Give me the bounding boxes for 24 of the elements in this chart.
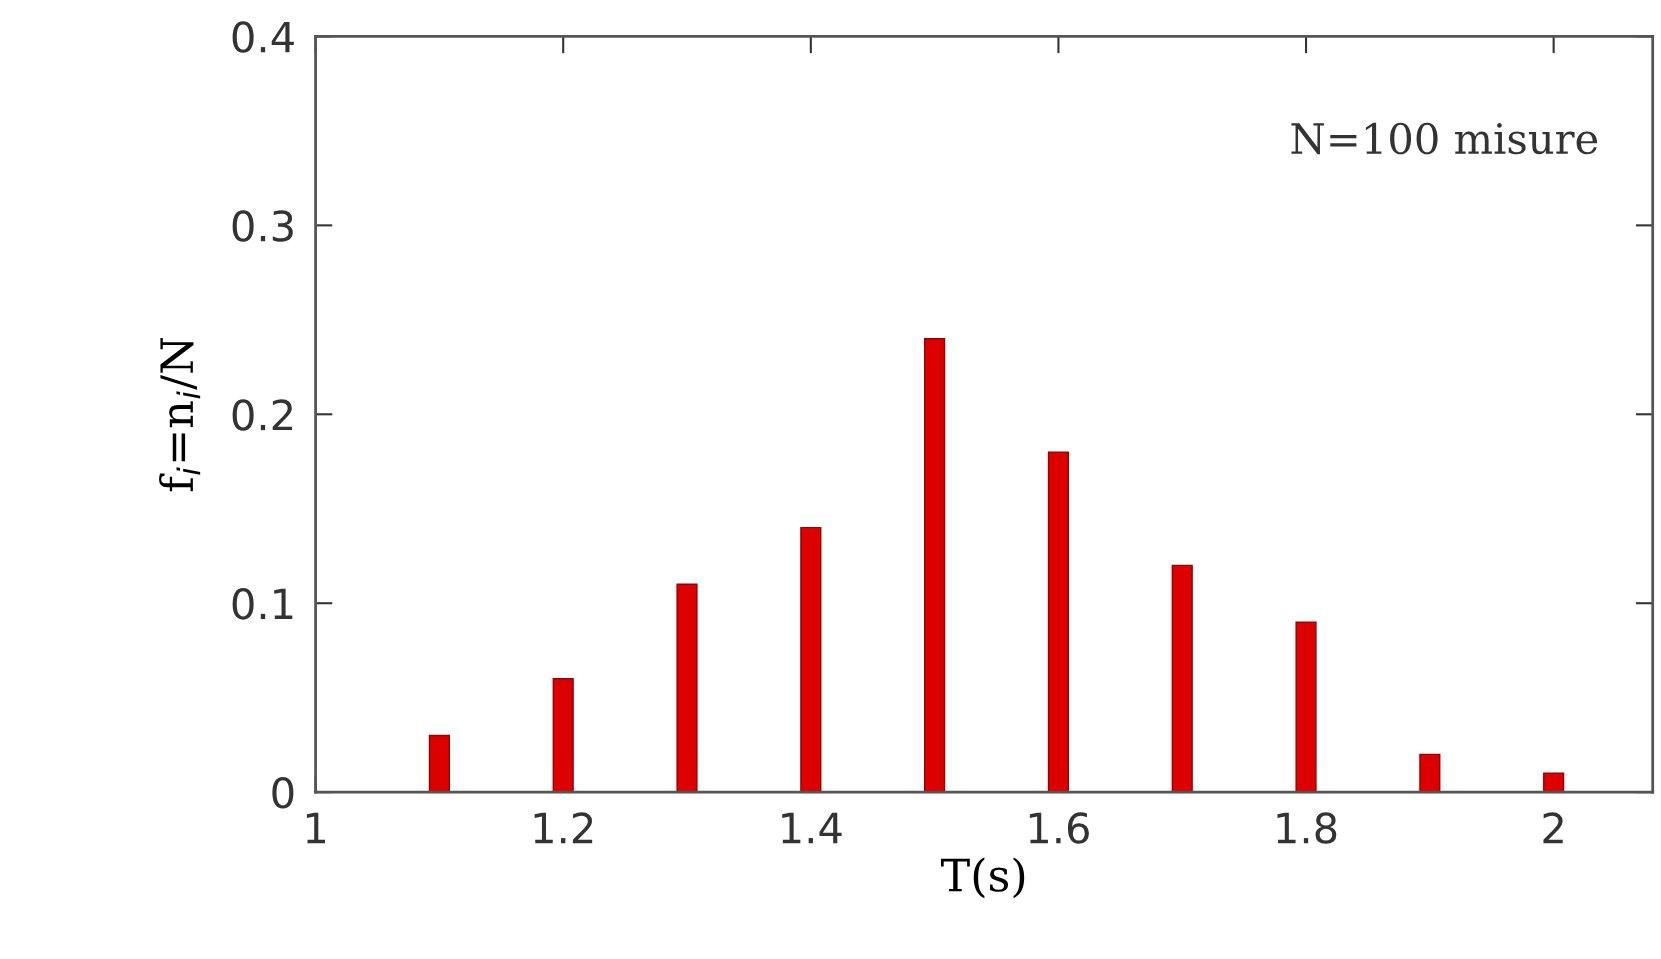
bar	[428, 734, 450, 793]
x-axis-title: T(s)	[941, 857, 1025, 899]
bar	[800, 526, 822, 793]
x-tick-label: 1.6	[1029, 812, 1089, 844]
bar	[1543, 772, 1565, 793]
x-tick-label: 1	[306, 812, 325, 844]
x-tick-label: 1.2	[534, 812, 593, 844]
bar	[552, 678, 574, 793]
y-tick-label: 0.2	[232, 399, 292, 431]
bar	[1171, 564, 1193, 793]
x-tick-label: 1.8	[1277, 812, 1337, 844]
bar	[1419, 753, 1441, 793]
x-tick-label: 1.4	[782, 812, 842, 844]
y-tick-label: 0	[272, 777, 294, 809]
bar	[1295, 621, 1317, 793]
y-axis-title: f$_{i}$=n$_{i}$/N	[159, 337, 201, 492]
annotation: N=100 misure	[1291, 122, 1598, 155]
bar	[924, 338, 946, 793]
y-tick-label: 0.4	[232, 21, 294, 53]
bar	[676, 583, 698, 793]
y-tick-label: 0.1	[232, 588, 293, 620]
y-tick-label: 0.3	[232, 210, 293, 242]
bar	[1047, 451, 1070, 793]
x-tick-label: 2	[1543, 812, 1563, 844]
